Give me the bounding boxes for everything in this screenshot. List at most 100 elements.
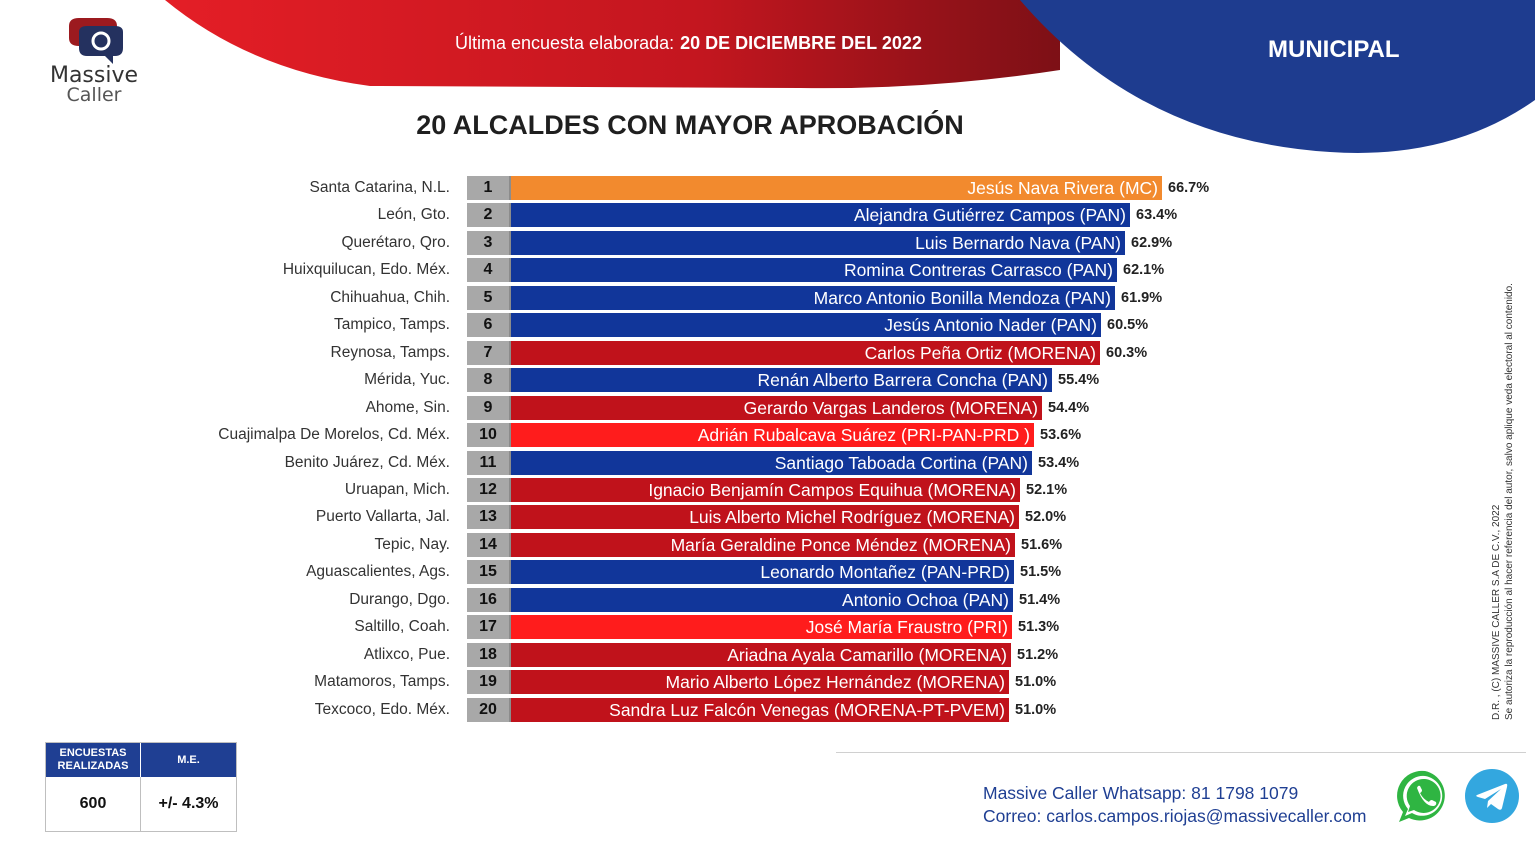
bar-label: Ignacio Benjamín Campos Equihua (MORENA): [648, 480, 1016, 500]
category-label: Reynosa, Tamps.: [330, 344, 450, 361]
rank-badge: 14: [467, 533, 511, 557]
value-label: 66.7%: [1168, 180, 1210, 196]
value-label: 51.0%: [1015, 702, 1057, 718]
whatsapp-label: Massive Caller Whatsapp:: [983, 783, 1187, 803]
bar-label: Marco Antonio Bonilla Mendoza (PAN): [813, 288, 1111, 308]
rank-badge: 20: [467, 698, 511, 722]
rank-badge: 18: [467, 643, 511, 667]
bar-label: Mario Alberto López Hernández (MORENA): [665, 672, 1005, 692]
logo-icon: [69, 18, 123, 64]
whatsapp-number[interactable]: 81 1798 1079: [1191, 783, 1299, 803]
copyright-note: D.R. , (C) MASSIVE CALLER S.A DE C.V., 2…: [1470, 175, 1515, 720]
bar: [511, 231, 1125, 255]
rank-badge: 13: [467, 505, 511, 529]
category-label: Querétaro, Qro.: [341, 234, 450, 251]
category-label: Santa Catarina, N.L.: [309, 179, 450, 196]
rank-badge: 11: [467, 451, 511, 475]
bar: [511, 451, 1032, 475]
whatsapp-icon[interactable]: [1396, 768, 1454, 826]
category-label: Tampico, Tamps.: [333, 316, 450, 333]
bar-label: Leonardo Montañez (PAN-PRD): [760, 562, 1010, 582]
bar: [511, 533, 1015, 557]
rank-badge: 5: [467, 286, 511, 310]
email-label: Correo:: [983, 806, 1042, 826]
rank-badge: 15: [467, 560, 511, 584]
bar-label: Luis Bernardo Nava (PAN): [915, 233, 1121, 253]
bar: [511, 286, 1115, 310]
value-label: 60.3%: [1106, 345, 1148, 361]
bar: [511, 643, 1011, 667]
category-label: Huixquilucan, Edo. Méx.: [282, 261, 450, 278]
bar: [511, 588, 1013, 612]
margin-error-header: M.E.: [141, 743, 236, 777]
value-label: 62.9%: [1131, 235, 1173, 251]
bar-label: Sandra Luz Falcón Venegas (MORENA-PT-PVE…: [609, 700, 1005, 720]
surveys-value: 600: [46, 777, 141, 831]
bar-label: Jesús Nava Rivera (MC): [967, 178, 1158, 198]
bar-label: Jesús Antonio Nader (PAN): [884, 315, 1097, 335]
value-label: 53.6%: [1040, 427, 1082, 443]
bar-label: María Geraldine Ponce Méndez (MORENA): [670, 535, 1011, 555]
value-label: 61.9%: [1121, 290, 1163, 306]
value-label: 51.4%: [1019, 592, 1061, 608]
category-label: León, Gto.: [377, 206, 450, 223]
value-label: 60.5%: [1107, 317, 1149, 333]
footer-divider: [836, 752, 1526, 753]
bar-label: Renán Alberto Barrera Concha (PAN): [757, 370, 1048, 390]
value-label: 51.2%: [1017, 647, 1059, 663]
rank-badge: 4: [467, 258, 511, 282]
survey-date: Última encuesta elaborada: 20 DE DICIEMBR…: [455, 33, 922, 54]
logo-line2: Caller: [66, 84, 122, 106]
bar: [511, 313, 1101, 337]
category-label: Durango, Dgo.: [349, 591, 450, 608]
rank-badge: 7: [467, 341, 511, 365]
bar-label: Adrián Rubalcava Suárez (PRI-PAN-PRD ): [697, 425, 1030, 445]
category-label: Benito Juárez, Cd. Méx.: [284, 454, 450, 471]
value-label: 53.4%: [1038, 455, 1080, 471]
value-label: 54.4%: [1048, 400, 1090, 416]
category-label: Uruapan, Mich.: [344, 481, 450, 498]
value-label: 52.0%: [1025, 509, 1067, 525]
bar-label: Antonio Ochoa (PAN): [842, 590, 1009, 610]
category-label: Texcoco, Edo. Méx.: [314, 701, 450, 718]
bar-label: Gerardo Vargas Landeros (MORENA): [743, 398, 1038, 418]
rank-badge: 8: [467, 368, 511, 392]
logo-line1: Massive: [49, 63, 139, 88]
copyright-line2: Se autoriza la reproducción al hacer ref…: [1504, 283, 1515, 720]
bar-label: Ariadna Ayala Camarillo (MORENA): [727, 645, 1007, 665]
rank-badge: 17: [467, 615, 511, 639]
category-label: Mérida, Yuc.: [364, 371, 450, 388]
bar-label: José María Fraustro (PRI): [805, 617, 1008, 637]
survey-date-value: 20 DE DICIEMBRE DEL 2022: [680, 33, 922, 53]
rank-badge: 19: [467, 670, 511, 694]
bar: [511, 478, 1020, 502]
bar: [511, 258, 1117, 282]
value-label: 62.1%: [1123, 262, 1165, 278]
category-label: Puerto Vallarta, Jal.: [315, 508, 450, 525]
rank-badge: 9: [467, 396, 511, 420]
bar-label: Luis Alberto Michel Rodríguez (MORENA): [689, 507, 1015, 527]
contact-info: Massive Caller Whatsapp: 81 1798 1079 Co…: [983, 782, 1366, 828]
telegram-icon[interactable]: [1464, 768, 1520, 824]
rank-badge: 3: [467, 231, 511, 255]
bar-label: Alejandra Gutiérrez Campos (PAN): [854, 205, 1126, 225]
rank-badge: 16: [467, 588, 511, 612]
rank-badge: 10: [467, 423, 511, 447]
email-link[interactable]: carlos.campos.riojas@massivecaller.com: [1046, 806, 1367, 826]
header-navy-band: [1020, 0, 1535, 153]
bar: [511, 176, 1162, 200]
category-label: Matamoros, Tamps.: [314, 673, 450, 690]
value-label: 52.1%: [1026, 482, 1068, 498]
category-label: Chihuahua, Chih.: [330, 289, 450, 306]
survey-date-prefix: Última encuesta elaborada:: [455, 33, 675, 53]
bar: [511, 423, 1034, 447]
surveys-header: ENCUESTAS REALIZADAS: [46, 743, 140, 777]
header-red-band: [165, 0, 1060, 89]
rank-badge: 2: [467, 203, 511, 227]
bar: [511, 560, 1014, 584]
rank-badge: 12: [467, 478, 511, 502]
section-title: MUNICIPAL: [1268, 36, 1400, 63]
bar: [511, 615, 1012, 639]
survey-stats-table: ENCUESTAS REALIZADAS M.E. 600 +/- 4.3%: [45, 742, 237, 832]
